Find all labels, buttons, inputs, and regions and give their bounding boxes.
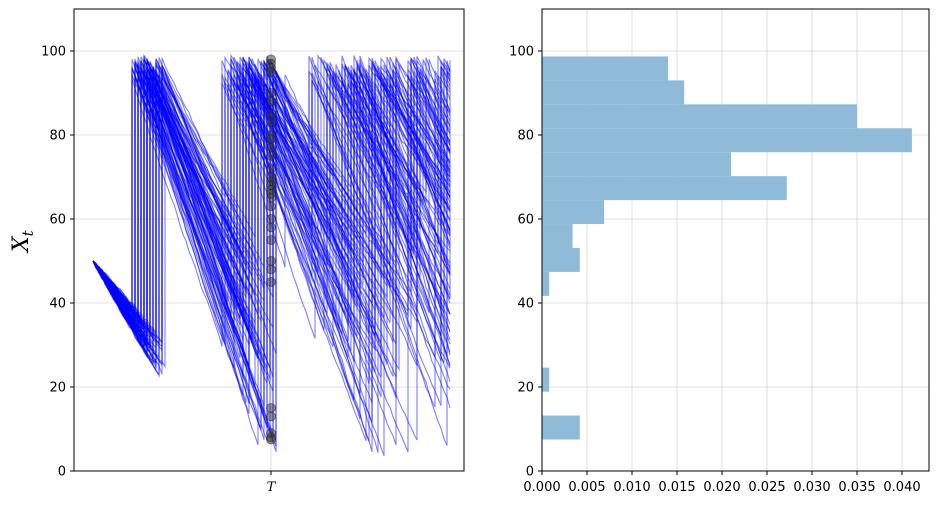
point-at-T (266, 109, 276, 119)
left-y-axis-label: Xt (9, 229, 37, 254)
histogram-bar (542, 247, 580, 272)
point-at-T (266, 193, 276, 203)
right-xtick-label: 0.035 (838, 480, 875, 495)
right-ytick-label: 40 (517, 297, 534, 312)
right-ytick-label: 60 (517, 213, 534, 228)
right-xtick-label: 0.005 (568, 480, 605, 495)
left-ylabel-sub-text: t (19, 229, 37, 236)
point-at-T (266, 256, 276, 266)
trajectory-line (92, 55, 451, 431)
histogram-bar (542, 152, 731, 177)
histogram-bar (542, 56, 668, 81)
left-y-ticks: 0 20 40 60 80 100 (41, 45, 74, 480)
left-ytick-label: 80 (49, 129, 66, 144)
left-ytick-label: 0 (58, 465, 66, 480)
right-ytick-label: 80 (517, 129, 534, 144)
left-chart-panel: 0 20 40 60 80 100 T Xt (9, 8, 465, 495)
left-axes-frame (73, 8, 465, 472)
right-xtick-label: 0.025 (748, 480, 785, 495)
point-at-T (266, 142, 276, 153)
right-ytick-label: 0 (526, 465, 534, 480)
left-ytick-label: 100 (41, 45, 66, 60)
point-at-T (266, 163, 276, 174)
point-at-T (266, 88, 276, 98)
right-histogram-bars (542, 56, 912, 440)
histogram-bar (542, 415, 580, 440)
histogram-bar (542, 80, 685, 105)
histogram-bar (542, 367, 550, 392)
point-at-T (266, 403, 276, 413)
right-xtick-label: 0.000 (523, 480, 560, 495)
right-y-ticks: 0 20 40 60 80 100 (509, 45, 542, 480)
left-ylabel-main-text: X (9, 235, 34, 254)
right-xtick-label: 0.010 (613, 480, 650, 495)
histogram-bar (542, 104, 857, 129)
histogram-bar (542, 128, 912, 153)
right-xtick-label: 0.020 (703, 480, 740, 495)
point-at-T (266, 67, 276, 77)
point-at-T (266, 201, 276, 212)
right-xtick-label: 0.030 (793, 480, 830, 495)
point-at-T (266, 214, 276, 224)
right-ytick-label: 20 (517, 381, 534, 396)
right-axes-frame (541, 8, 930, 472)
point-at-T (266, 151, 276, 161)
right-xtick-label: 0.015 (658, 480, 695, 495)
left-xtick-label: T (267, 480, 277, 495)
histogram-bar (542, 224, 573, 248)
point-at-T (266, 235, 276, 245)
point-at-T (266, 96, 276, 107)
left-x-tick: T (267, 471, 277, 495)
point-at-T (266, 264, 276, 275)
left-ytick-label: 20 (49, 381, 66, 396)
point-at-T (266, 277, 276, 287)
point-at-T (266, 411, 276, 422)
left-ylabel-main: Xt (9, 229, 37, 254)
right-xtick-label: 0.040 (883, 480, 920, 495)
point-at-T (266, 134, 276, 145)
point-at-T (266, 222, 276, 233)
left-markers-at-T (266, 54, 276, 445)
histogram-bar (542, 271, 550, 296)
right-ytick-label: 100 (509, 45, 534, 60)
right-x-ticks: 0.000 0.005 0.010 0.015 0.020 0.025 0.030 0.035… (523, 471, 921, 495)
left-ytick-label: 60 (49, 213, 66, 228)
histogram-bar (542, 176, 787, 201)
histogram-bar (542, 200, 605, 225)
point-at-T (266, 117, 276, 128)
point-at-T (266, 434, 276, 445)
left-ytick-label: 40 (49, 297, 66, 312)
